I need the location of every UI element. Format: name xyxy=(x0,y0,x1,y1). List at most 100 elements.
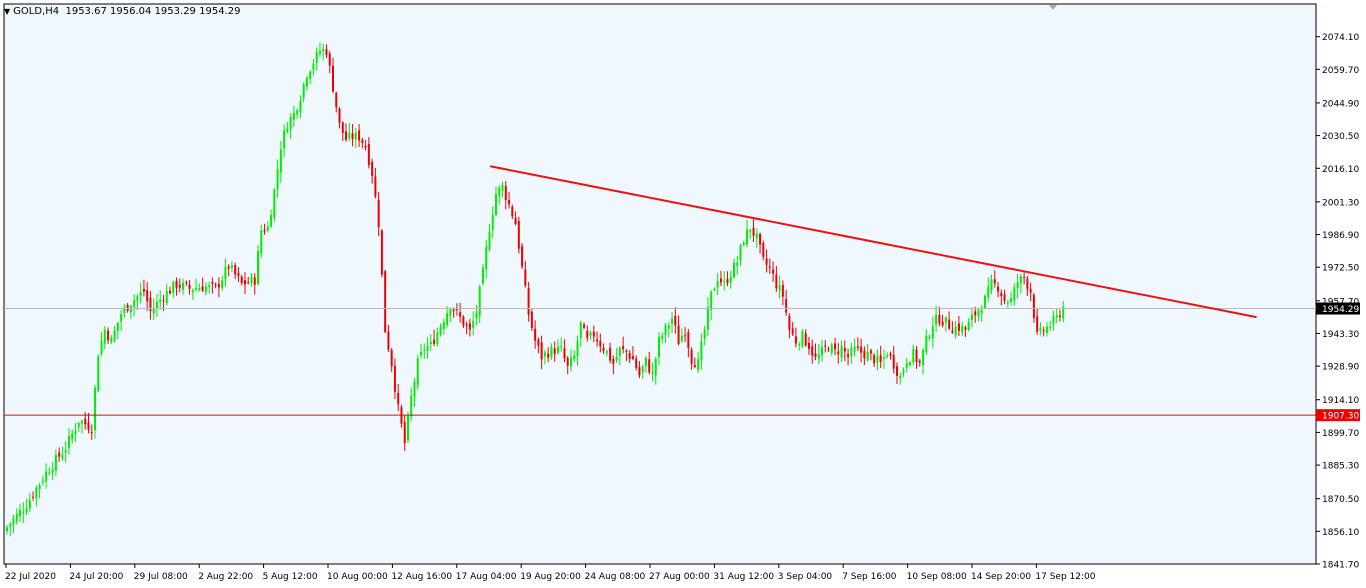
candle-body xyxy=(273,189,276,218)
candle-body xyxy=(599,340,602,347)
y-tick-label: 1986.90 xyxy=(1322,231,1359,241)
candle-body xyxy=(364,145,367,148)
open-value: 1953.67 xyxy=(65,6,107,17)
candle-body xyxy=(749,229,752,232)
candle-body xyxy=(227,266,230,269)
candle-body xyxy=(416,358,419,386)
plot-area[interactable] xyxy=(3,3,1317,565)
candle-body xyxy=(814,353,817,357)
candle-body xyxy=(925,335,928,353)
candle-body xyxy=(182,282,185,290)
y-tick-label: 1957.70 xyxy=(1322,297,1359,307)
candle-body xyxy=(889,353,892,356)
x-tick-label: 31 Aug 12:00 xyxy=(713,572,774,582)
candle-body xyxy=(110,337,113,343)
candle-body xyxy=(605,350,608,354)
candle-body xyxy=(9,523,12,528)
candle-body xyxy=(974,311,977,316)
candle-body xyxy=(103,329,106,344)
candle-body xyxy=(537,339,540,346)
candle-body xyxy=(801,331,804,346)
candle-body xyxy=(230,265,233,268)
candle-body xyxy=(641,366,644,373)
candle-body xyxy=(781,285,784,297)
candle-body xyxy=(788,315,791,330)
candle-body xyxy=(941,321,944,326)
candle-body xyxy=(804,333,807,346)
candle-body xyxy=(142,288,145,292)
candle-body xyxy=(886,355,889,357)
candle-body xyxy=(260,230,263,254)
candle-body xyxy=(191,290,194,293)
candle-body xyxy=(393,366,396,392)
candle-body xyxy=(1045,326,1048,334)
candle-body xyxy=(687,332,690,348)
candle-body xyxy=(990,279,993,291)
candle-body xyxy=(361,139,364,144)
x-tick-label: 17 Sep 12:00 xyxy=(1035,572,1095,582)
candle-body xyxy=(1006,302,1009,304)
scroll-marker-icon[interactable] xyxy=(1049,5,1057,10)
candle-body xyxy=(521,246,524,267)
candle-body xyxy=(631,356,634,359)
candle-body xyxy=(315,51,318,63)
candle-body xyxy=(935,314,938,325)
candle-body xyxy=(94,387,97,431)
candle-body xyxy=(491,214,494,230)
candle-body xyxy=(1042,330,1045,332)
candle-body xyxy=(25,508,28,513)
candle-body xyxy=(755,233,758,239)
candle-body xyxy=(247,282,250,284)
candle-body xyxy=(719,278,722,283)
candle-body xyxy=(198,288,201,291)
candle-body xyxy=(100,340,103,354)
candle-body xyxy=(860,346,863,353)
candle-body xyxy=(524,269,527,286)
candle-body xyxy=(834,343,837,350)
candle-body xyxy=(45,471,48,482)
candle-body xyxy=(628,353,631,359)
candle-body xyxy=(240,276,243,283)
candle-body xyxy=(302,84,305,98)
candle-body xyxy=(201,286,204,291)
candle-body xyxy=(690,349,693,364)
candle-body xyxy=(465,324,468,326)
candle-body xyxy=(811,346,814,356)
candle-body xyxy=(817,354,820,359)
candle-body xyxy=(723,280,726,282)
candle-body xyxy=(1055,315,1058,318)
candle-body xyxy=(530,311,533,329)
trendline[interactable] xyxy=(490,165,1257,319)
candle-body xyxy=(126,304,129,311)
symbol-dropdown-icon[interactable]: ▼ xyxy=(4,7,11,16)
candle-body xyxy=(1023,276,1026,278)
candle-body xyxy=(716,281,719,288)
high-value: 1956.04 xyxy=(110,6,152,17)
candle-body xyxy=(221,279,224,289)
x-tick-label: 24 Jul 20:00 xyxy=(69,572,123,582)
candle-body xyxy=(224,266,227,280)
candle-body xyxy=(579,322,582,339)
candle-body xyxy=(129,305,132,313)
candle-body xyxy=(667,325,670,329)
candle-body xyxy=(527,288,530,315)
candle-body xyxy=(798,344,801,346)
candle-body xyxy=(967,321,970,331)
candle-body xyxy=(1016,282,1019,289)
candle-body xyxy=(596,339,599,342)
candle-body xyxy=(309,71,312,80)
candle-body xyxy=(165,290,168,304)
candle-body xyxy=(912,349,915,363)
candle-body xyxy=(824,345,827,347)
candle-body xyxy=(139,292,142,297)
x-tick-label: 14 Sep 20:00 xyxy=(971,572,1031,582)
candle-body xyxy=(211,281,214,284)
candle-body xyxy=(429,341,432,345)
candle-body xyxy=(909,362,912,366)
candle-body xyxy=(922,349,925,366)
candle-body xyxy=(560,345,563,347)
candle-body xyxy=(64,450,67,453)
candle-body xyxy=(449,309,452,316)
